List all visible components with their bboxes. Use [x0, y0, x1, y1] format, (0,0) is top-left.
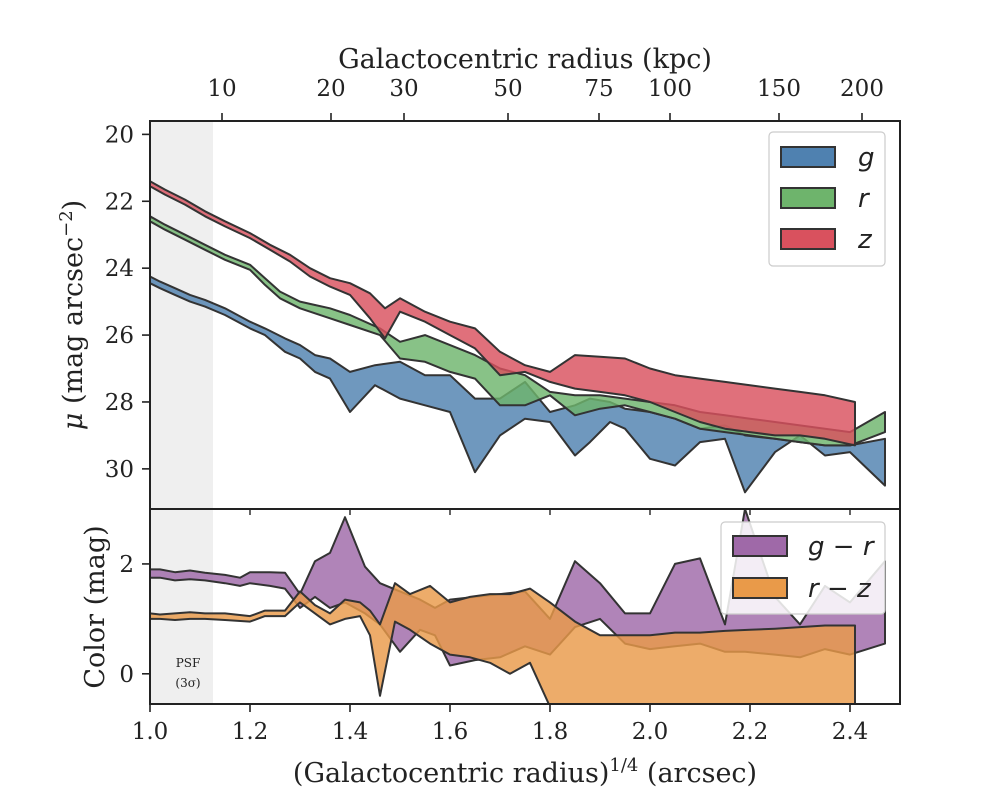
legend-swatch-r-z: [732, 577, 788, 599]
psf-shaded-region-bottom: [150, 509, 213, 704]
color-band-gr: [150, 509, 886, 667]
x-tick-label: 1.6: [432, 719, 469, 745]
top-y-ticks: 20 22 24 26 28 30: [105, 122, 150, 483]
y-tick-label: 0: [119, 662, 134, 688]
y-tick-label: 30: [105, 457, 134, 483]
legend-label-g-r: g − r: [808, 532, 876, 562]
kpc-tick-label: 20: [316, 76, 345, 102]
kpc-tick-label: 100: [648, 76, 692, 102]
bottom-x-ticks: 1.0 1.2 1.4 1.6 1.8 2.0 2.2 2.4: [132, 704, 869, 745]
top-band-g: [150, 275, 886, 494]
legend-label-g: g: [858, 143, 875, 173]
x-tick-label: 2.0: [632, 719, 669, 745]
bottom-plot-frame: [149, 508, 901, 705]
kpc-tick-label: 200: [840, 76, 884, 102]
legend-label-z: z: [857, 225, 873, 255]
legend-swatch-r: [780, 187, 836, 209]
kpc-tick-label: 30: [389, 76, 418, 102]
y-tick-label: 20: [105, 122, 134, 148]
bottom-y-ticks: 02: [119, 552, 150, 688]
legend-swatch-g-r: [732, 535, 788, 557]
bottom-bands: [150, 509, 886, 704]
top-kpc-ticks: 10 20 30 50 75 100 150 200: [207, 76, 884, 121]
legend-label-r-z: r − z: [808, 574, 872, 604]
kpc-tick-label: 75: [584, 76, 613, 102]
y-tick-label: 2: [119, 552, 134, 578]
kpc-tick-label: 10: [207, 76, 236, 102]
bottom-panel: 02 1.0 1.2 1.4 1.6 1.8 2.0 2.2 2.4 PSF (3σ) Col…: [80, 508, 901, 789]
y-tick-label: 26: [105, 323, 134, 349]
x-tick-label: 1.2: [232, 719, 269, 745]
kpc-tick-label: 50: [493, 76, 522, 102]
top-y-axis-label: μ (mag arcsec−2): [56, 200, 89, 430]
bottom-legend: g − r r − z: [720, 521, 886, 615]
top-legend: g r z: [768, 131, 886, 267]
x-tick-label: 1.4: [332, 719, 369, 745]
x-tick-label: 2.2: [732, 719, 769, 745]
x-tick-label: 1.0: [132, 719, 169, 745]
psf-annotation-line1: PSF: [176, 656, 201, 670]
x-tick-label: 1.8: [532, 719, 569, 745]
y-tick-label: 24: [105, 256, 134, 282]
y-tick-label: 22: [105, 189, 134, 215]
legend-swatch-z: [780, 228, 836, 250]
color-band-rz: [150, 582, 856, 704]
top-band-r: [150, 215, 886, 447]
x-tick-label: 2.4: [832, 719, 869, 745]
y-tick-label: 28: [105, 390, 134, 416]
x-axis-label: (Galactocentric radius)1/4 (arcsec): [293, 755, 757, 789]
legend-swatch-g: [780, 146, 836, 168]
psf-shaded-region-top: [150, 121, 213, 509]
top-band-z: [150, 180, 856, 447]
top-axis-label: Galactocentric radius (kpc): [338, 44, 712, 75]
legend-label-r: r: [858, 184, 871, 214]
kpc-tick-label: 150: [757, 76, 801, 102]
bottom-y-axis-label: Color (mag): [80, 525, 111, 688]
psf-annotation-line2: (3σ): [175, 676, 200, 690]
top-bands: [150, 180, 886, 494]
